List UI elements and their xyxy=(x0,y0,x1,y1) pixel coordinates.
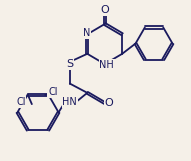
Text: Cl: Cl xyxy=(16,97,26,107)
Text: HN: HN xyxy=(62,97,77,107)
Text: O: O xyxy=(100,5,109,15)
Text: S: S xyxy=(66,59,73,69)
Text: NH: NH xyxy=(100,60,114,70)
Text: Cl: Cl xyxy=(48,87,58,97)
Text: O: O xyxy=(104,98,113,108)
Text: N: N xyxy=(83,28,90,38)
